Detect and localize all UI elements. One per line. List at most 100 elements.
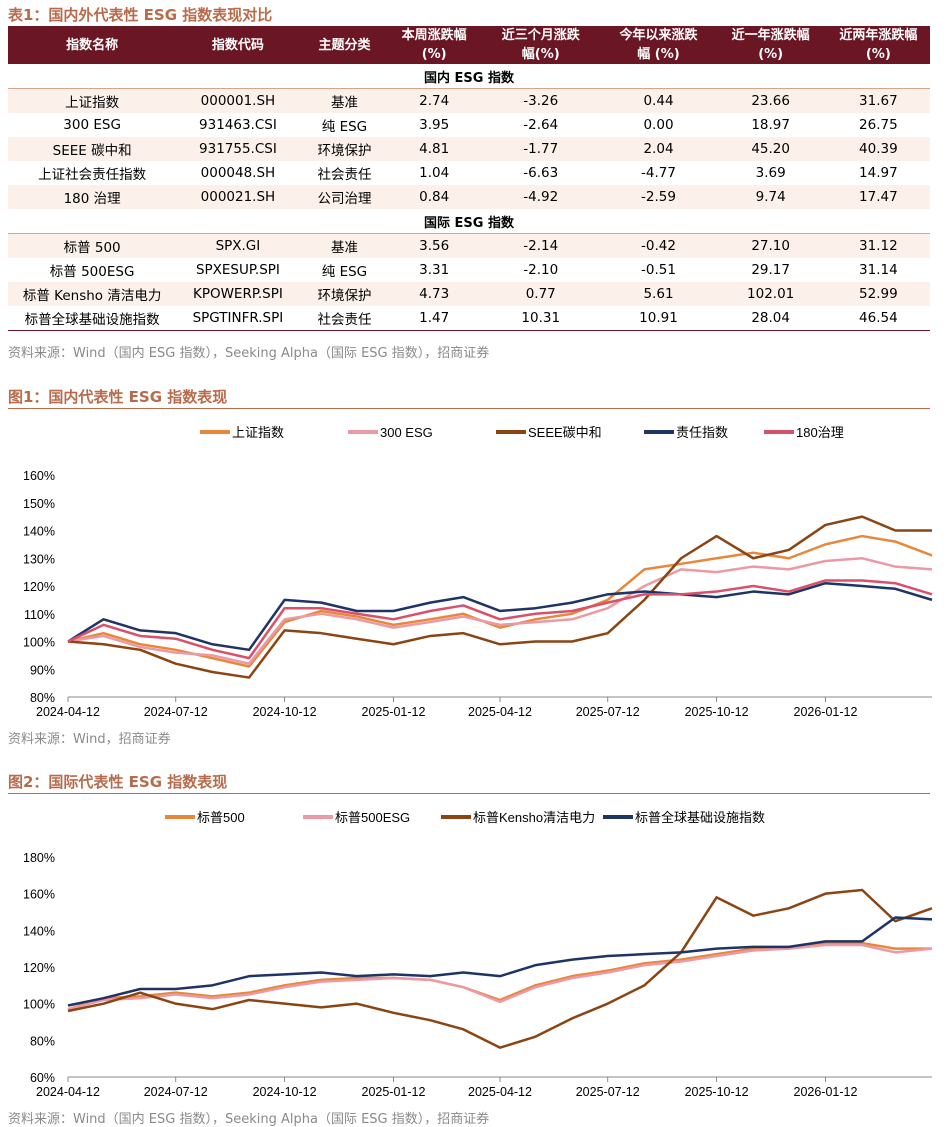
- x-tick-label: 2026-01-12: [794, 1085, 858, 1099]
- table-cell: 标普 500: [8, 233, 177, 258]
- x-tick-label: 2025-07-12: [576, 1085, 640, 1099]
- table-cell: 基准: [299, 233, 390, 258]
- table-cell: 102.01: [714, 282, 827, 306]
- x-tick-label: 2024-04-12: [36, 705, 100, 719]
- table-cell: 5.61: [602, 282, 715, 306]
- legend-label: 标普500: [197, 810, 245, 825]
- table-cell: 基准: [299, 88, 390, 113]
- table-cell: KPOWERP.SPI: [176, 282, 300, 306]
- table-cell: SEEE 碳中和: [8, 137, 177, 161]
- legend-label: 责任指数: [676, 425, 728, 440]
- chart2-source: 资料来源：Wind（国内 ESG 指数），Seeking Alpha（国际 ES…: [8, 1112, 490, 1127]
- table-row: 180 治理 000021.SH 公司治理 0.84 -4.92 -2.59 9.74 17.…: [8, 185, 930, 209]
- legend-item: 上证指数: [200, 425, 284, 440]
- table-cell: 931755.CSI: [176, 137, 300, 161]
- table-cell: 180 治理: [8, 185, 177, 209]
- x-tick-label: 2024-07-12: [144, 705, 208, 719]
- table-cell: 17.47: [826, 185, 930, 209]
- table-cell: 4.73: [389, 282, 480, 306]
- section-header: 国际 ESG 指数: [8, 209, 930, 234]
- table-cell: 31.67: [826, 88, 930, 113]
- table-cell: 40.39: [826, 137, 930, 161]
- series-line-3: [67, 581, 933, 652]
- table-cell: 45.20: [714, 137, 827, 161]
- y-tick-label: 140%: [23, 525, 55, 539]
- series-line-0: [67, 534, 933, 668]
- table-cell: -1.77: [479, 137, 603, 161]
- table-cell: 2.74: [389, 88, 480, 113]
- x-tick-label: 2025-07-12: [576, 705, 640, 719]
- table-cell: 28.04: [714, 306, 827, 331]
- table-cell: 3.31: [419, 262, 450, 278]
- y-tick-label: 110%: [24, 608, 55, 622]
- series-line-1: [67, 943, 933, 1011]
- table-cell: 10.91: [602, 306, 715, 331]
- legend-label: 标普Kensho清洁电力: [473, 810, 595, 825]
- table-row: 标普全球基础设施指数 SPGTINFR.SPI 社会责任 1.47 10.31 10.91…: [8, 306, 930, 331]
- table-cell: -2.64: [523, 117, 559, 133]
- x-tick-label: 2025-04-12: [468, 705, 532, 719]
- x-tick-label: 2024-10-12: [253, 1085, 317, 1099]
- x-tick-label: 2024-04-12: [36, 1085, 100, 1099]
- table-cell: SPX.GI: [176, 233, 300, 258]
- chart1-source: 资料来源：Wind，招商证券: [8, 732, 171, 747]
- column-header: 本周涨跌幅 (%): [389, 26, 480, 64]
- table-row: 上证指数 000001.SH 基准 2.74 -3.26 0.44 23.66 31.67: [8, 88, 930, 113]
- table-cell: 标普 500ESG: [49, 264, 135, 280]
- table-row: SEEE 碳中和 931755.CSI 环境保护 4.81 -1.77 2.04 45.20…: [8, 137, 930, 161]
- table-cell: 3.69: [755, 165, 786, 181]
- y-tick-label: 100%: [23, 636, 55, 650]
- table-cell: 0.77: [479, 282, 603, 306]
- y-tick-label: 160%: [23, 469, 55, 483]
- y-tick-label: 80%: [30, 691, 55, 705]
- x-tick-label: 2024-10-12: [253, 705, 317, 719]
- legend-label: 标普500ESG: [335, 810, 410, 825]
- table-cell: 10.31: [479, 306, 603, 331]
- chart-2: 标普500 标普500ESG 标普Kensho清洁电力 标普全球基础设施指数 60% 80…: [23, 810, 933, 1099]
- table-cell: 000001.SH: [176, 88, 300, 113]
- series-line-4: [67, 579, 933, 660]
- table-cell: 1.47: [389, 306, 480, 331]
- column-header: 指数代码: [176, 26, 300, 64]
- legend-item: 标普500ESG: [303, 810, 410, 825]
- series-line-1: [67, 557, 933, 665]
- legend-label: 180治理: [796, 425, 844, 440]
- table-row: 标普 500 SPX.GI 基准 3.56 -2.14 -0.42 27.10 31.12: [8, 233, 930, 258]
- section-header: 国内 ESG 指数: [8, 64, 930, 89]
- table-source: 资料来源：Wind（国内 ESG 指数），Seeking Alpha（国际 ES…: [8, 346, 490, 361]
- table-cell: -4.77: [641, 165, 676, 181]
- table-row: 标普 Kensho 清洁电力 KPOWERP.SPI 环境保护 4.73 0.77 5.6…: [8, 282, 930, 306]
- column-header: 指数名称: [8, 26, 177, 64]
- table-cell: -2.10: [523, 262, 559, 278]
- y-tick-label: 120%: [23, 961, 55, 975]
- table-cell: 环境保护: [299, 137, 390, 161]
- table-cell: 931463.CSI: [199, 117, 277, 133]
- table-row: 标普 500ESG SPXESUP.SPI 纯 ESG 3.31 -2.10 -0.51 2…: [8, 258, 930, 282]
- column-header: 近三个月涨跌 幅(%): [479, 26, 603, 64]
- legend-item: 标普500: [165, 810, 245, 825]
- table-cell: 14.97: [859, 165, 898, 181]
- table-cell: 上证指数: [8, 88, 177, 113]
- x-tick-label: 2024-07-12: [144, 1085, 208, 1099]
- x-tick-label: 2025-10-12: [685, 1085, 749, 1099]
- table-cell: 23.66: [714, 88, 827, 113]
- table-cell: 0.44: [602, 88, 715, 113]
- table-cell: 4.81: [389, 137, 480, 161]
- y-tick-label: 120%: [23, 580, 55, 594]
- legend-item: 标普Kensho清洁电力: [441, 810, 595, 825]
- chart1-title: 图1：国内代表性 ESG 指数表现: [8, 388, 228, 406]
- y-tick-label: 100%: [23, 998, 55, 1012]
- chart-1: 上证指数 300 ESG SEEE碳中和 责任指数 180治理 80% 90% 100% 110…: [23, 425, 933, 719]
- table-cell: 1.04: [419, 165, 450, 181]
- table-row: 300 ESG 931463.CSI 纯 ESG 3.95 -2.64 0.00 18.97…: [8, 113, 930, 137]
- table-cell: 社会责任: [299, 306, 390, 331]
- y-tick-label: 130%: [23, 552, 55, 566]
- table-cell: -2.59: [602, 185, 715, 209]
- table-cell: 0.00: [643, 117, 674, 133]
- table-cell: SPGTINFR.SPI: [176, 306, 300, 331]
- table-cell: 社会责任: [317, 167, 372, 183]
- legend-label: SEEE碳中和: [528, 425, 602, 440]
- table-cell: 52.99: [826, 282, 930, 306]
- table-cell: -6.63: [523, 165, 559, 181]
- table-cell: 18.97: [751, 117, 790, 133]
